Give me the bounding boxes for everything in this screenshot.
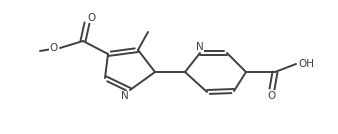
Text: O: O xyxy=(88,13,96,23)
Text: N: N xyxy=(196,42,204,52)
Text: O: O xyxy=(268,91,276,101)
Text: OH: OH xyxy=(298,59,314,69)
Text: N: N xyxy=(121,91,129,101)
Text: O: O xyxy=(49,43,57,53)
